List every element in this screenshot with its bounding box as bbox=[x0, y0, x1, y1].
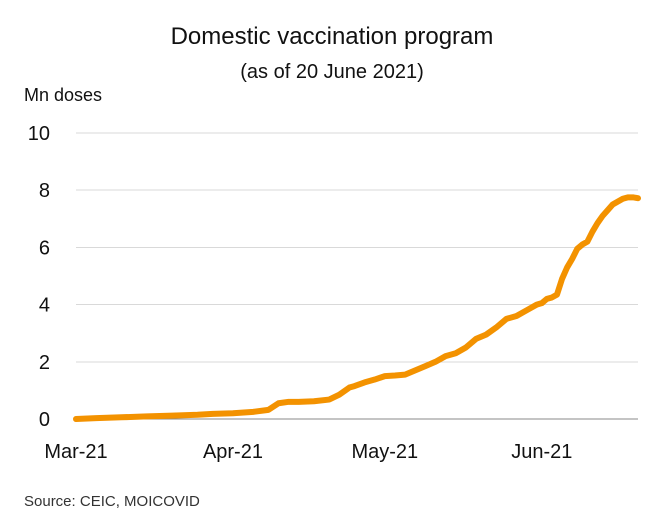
series-line-0 bbox=[73, 194, 641, 422]
chart-title: Domestic vaccination program bbox=[171, 23, 494, 50]
x-tick-label: Mar-21 bbox=[44, 441, 107, 463]
x-tick-labels: Mar-21 Apr-21 May-21 Jun-21 bbox=[44, 441, 572, 463]
chart-subtitle: (as of 20 June 2021) bbox=[240, 61, 423, 83]
x-tick-label: May-21 bbox=[351, 441, 418, 463]
series-group bbox=[73, 194, 641, 422]
y-tick-label: 10 bbox=[28, 123, 50, 145]
y-tick-label: 6 bbox=[39, 237, 50, 259]
source-note: Source: CEIC, MOICOVID bbox=[24, 493, 200, 510]
y-tick-label: 0 bbox=[39, 409, 50, 431]
grid-lines bbox=[76, 132, 638, 363]
x-tick-label: Apr-21 bbox=[203, 441, 263, 463]
y-tick-label: 4 bbox=[39, 295, 50, 317]
y-tick-labels: 0 2 4 6 8 10 bbox=[28, 123, 50, 431]
x-tick-label: Jun-21 bbox=[511, 441, 572, 463]
y-axis-label: Mn doses bbox=[24, 85, 102, 105]
y-tick-label: 8 bbox=[39, 180, 50, 202]
y-tick-label: 2 bbox=[39, 352, 50, 374]
